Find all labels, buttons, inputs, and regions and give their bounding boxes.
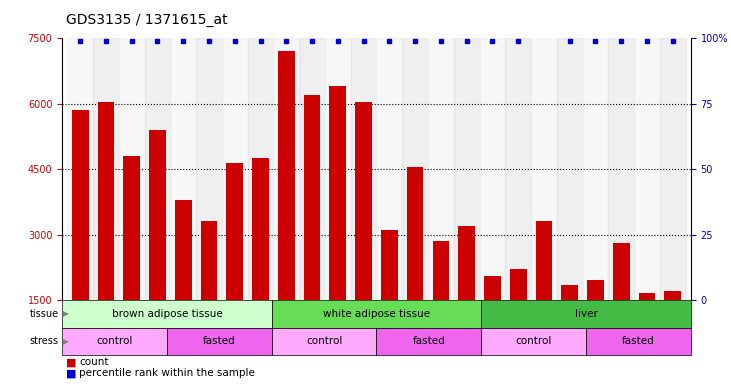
Bar — [248, 38, 273, 300]
Bar — [196, 38, 222, 300]
Text: control: control — [306, 336, 342, 346]
Bar — [505, 38, 531, 300]
Bar — [272, 328, 376, 355]
Bar — [167, 328, 272, 355]
Bar — [402, 38, 428, 300]
Bar — [72, 110, 88, 300]
Bar — [278, 51, 295, 300]
Bar — [272, 300, 481, 328]
Bar — [252, 158, 269, 300]
Bar — [536, 222, 553, 300]
Bar — [170, 38, 196, 300]
Bar — [510, 270, 526, 300]
Bar — [145, 38, 170, 300]
Bar — [303, 95, 320, 300]
Bar — [586, 328, 691, 355]
Text: brown adipose tissue: brown adipose tissue — [112, 309, 222, 319]
Bar — [175, 200, 192, 300]
Bar — [660, 38, 686, 300]
Text: fasted: fasted — [622, 336, 655, 346]
Bar — [149, 130, 166, 300]
Bar — [583, 38, 608, 300]
Bar — [608, 38, 634, 300]
Text: fasted: fasted — [203, 336, 235, 346]
Bar — [481, 300, 691, 328]
Bar — [381, 230, 398, 300]
Bar — [484, 276, 501, 300]
Text: control: control — [96, 336, 133, 346]
Bar — [62, 300, 272, 328]
Bar — [433, 241, 450, 300]
Bar — [330, 86, 346, 300]
Bar — [428, 38, 454, 300]
Text: percentile rank within the sample: percentile rank within the sample — [79, 368, 255, 378]
Bar — [376, 328, 481, 355]
Text: fasted: fasted — [412, 336, 445, 346]
Bar — [639, 293, 656, 300]
Text: ▶: ▶ — [60, 337, 69, 346]
Bar — [299, 38, 325, 300]
Bar — [458, 226, 475, 300]
Bar — [406, 167, 423, 300]
Bar — [124, 156, 140, 300]
Bar — [200, 222, 217, 300]
Text: GDS3135 / 1371615_at: GDS3135 / 1371615_at — [66, 13, 227, 27]
Bar — [119, 38, 145, 300]
Bar — [222, 38, 248, 300]
Text: tissue: tissue — [29, 309, 58, 319]
Text: ■: ■ — [66, 368, 76, 378]
Bar — [325, 38, 351, 300]
Bar — [97, 102, 114, 300]
Bar — [273, 38, 299, 300]
Bar — [454, 38, 480, 300]
Bar — [561, 285, 578, 300]
Text: ▶: ▶ — [60, 309, 69, 318]
Bar — [557, 38, 583, 300]
Bar — [481, 328, 586, 355]
Bar — [634, 38, 660, 300]
Text: control: control — [515, 336, 552, 346]
Bar — [62, 328, 167, 355]
Bar — [93, 38, 119, 300]
Text: ■: ■ — [66, 358, 76, 367]
Text: liver: liver — [575, 309, 597, 319]
Bar — [664, 291, 681, 300]
Bar — [613, 243, 629, 300]
Text: count: count — [79, 358, 108, 367]
Bar — [376, 38, 402, 300]
Bar — [355, 102, 372, 300]
Bar — [351, 38, 376, 300]
Bar — [587, 280, 604, 300]
Bar — [531, 38, 557, 300]
Bar — [480, 38, 505, 300]
Bar — [67, 38, 93, 300]
Text: stress: stress — [29, 336, 58, 346]
Bar — [227, 162, 243, 300]
Text: white adipose tissue: white adipose tissue — [323, 309, 430, 319]
